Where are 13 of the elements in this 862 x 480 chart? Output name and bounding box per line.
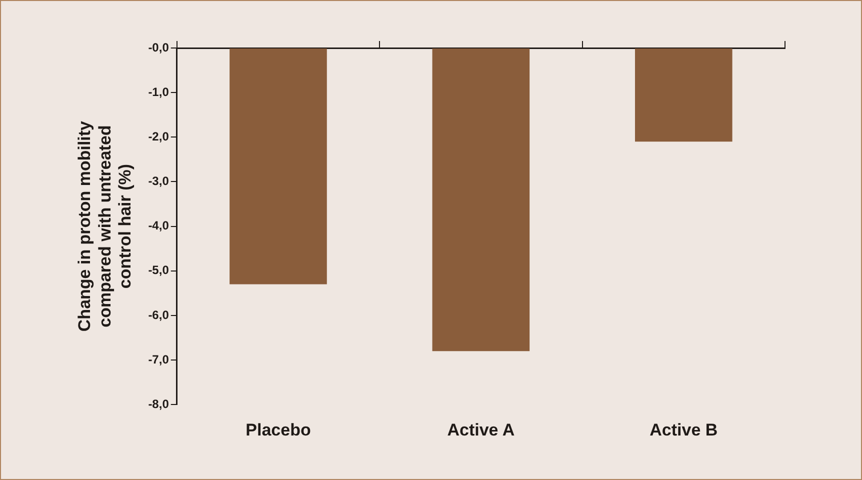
y-tick-label: -3,0 — [148, 174, 170, 188]
y-tick-label: -4,0 — [148, 218, 170, 233]
y-tick-label: -8,0 — [148, 396, 170, 411]
y-axis-title: Change in proton mobility compared with untreated control hair (%) — [74, 120, 135, 332]
y-tick-label: -2,0 — [148, 129, 170, 144]
y-tick-label: -1,0 — [148, 84, 170, 99]
y-tick-label: -5,0 — [148, 263, 170, 278]
y-tick-label: -0,0 — [148, 40, 170, 54]
x-tick-label: Placebo — [246, 420, 311, 440]
x-tick-label: Active A — [447, 420, 515, 440]
y-tick-label: -6,0 — [148, 308, 170, 322]
x-tick-label: Active B — [650, 420, 718, 440]
y-tick-label: -7,0 — [148, 352, 170, 366]
